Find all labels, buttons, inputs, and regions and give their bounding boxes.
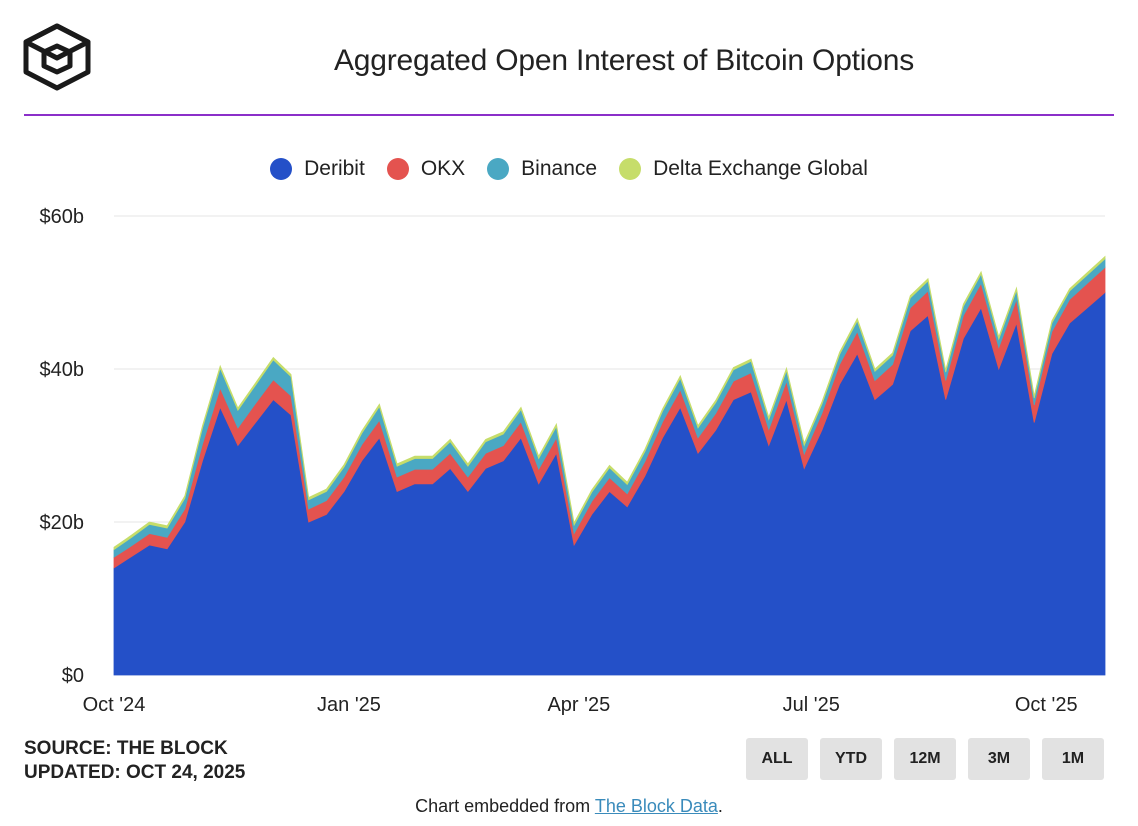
x-tick-label: Jul '25 <box>783 694 840 716</box>
range-3m-button[interactable]: 3M <box>968 738 1030 780</box>
legend-dot-binance <box>487 158 510 180</box>
legend-label-deribit: Deribit <box>304 157 365 180</box>
x-tick-label: Oct '25 <box>1015 694 1078 716</box>
y-tick-label: $40b <box>40 359 85 381</box>
x-axis: Oct '24 Jan '25 Apr '25 Jul '25 Oct '25 <box>83 694 1078 716</box>
chart-areas <box>113 255 1106 676</box>
legend-item-okx[interactable]: OKX <box>386 157 466 181</box>
legend-label-delta: Delta Exchange Global <box>653 157 868 180</box>
embed-note: Chart embedded from The Block Data. <box>0 796 1138 817</box>
y-tick-label: $20b <box>40 512 85 534</box>
chart-title: Aggregated Open Interest of Bitcoin Opti… <box>333 44 915 77</box>
legend-item-delta[interactable]: Delta Exchange Global <box>619 157 868 181</box>
y-axis: $0 $20b $40b $60b <box>40 206 85 687</box>
range-selector: ALL YTD 12M 3M 1M <box>746 738 1104 780</box>
legend-dot-deribit <box>270 158 293 180</box>
area-delta-exchange-global[interactable] <box>113 255 1106 551</box>
the-block-data-link[interactable]: The Block Data <box>594 796 718 816</box>
x-tick-label: Apr '25 <box>547 694 610 716</box>
legend-item-binance[interactable]: Binance <box>487 157 597 181</box>
open-interest-chart[interactable]: $0 $20b $40b $60b Oct '24 Jan '25 Apr '25 Jul … <box>0 200 1138 730</box>
x-tick-label: Jan '25 <box>317 694 381 716</box>
x-tick-label: Oct '24 <box>83 694 146 716</box>
legend-dot-okx <box>386 158 409 180</box>
range-all-button[interactable]: ALL <box>746 738 808 780</box>
y-tick-label: $0 <box>62 665 84 687</box>
legend-dot-delta <box>619 158 642 180</box>
legend-item-deribit[interactable]: Deribit <box>270 157 365 181</box>
title-divider <box>24 114 1114 116</box>
range-1m-button[interactable]: 1M <box>1042 738 1104 780</box>
y-tick-label: $60b <box>40 206 85 228</box>
legend-label-binance: Binance <box>521 157 598 180</box>
legend: Deribit OKX Binance Delta Exchange Globa… <box>0 157 1138 181</box>
range-ytd-button[interactable]: YTD <box>820 738 882 780</box>
the-block-logo-icon <box>23 23 91 91</box>
source-block: SOURCE: THE BLOCK UPDATED: OCT 24, 2025 <box>24 737 245 785</box>
legend-label-okx: OKX <box>420 157 466 180</box>
range-12m-button[interactable]: 12M <box>894 738 956 780</box>
source-text: SOURCE: THE BLOCK <box>24 738 228 759</box>
updated-text: UPDATED: OCT 24, 2025 <box>24 762 246 783</box>
embed-suffix: . <box>717 796 723 816</box>
embed-text: Chart embedded from <box>415 796 595 816</box>
